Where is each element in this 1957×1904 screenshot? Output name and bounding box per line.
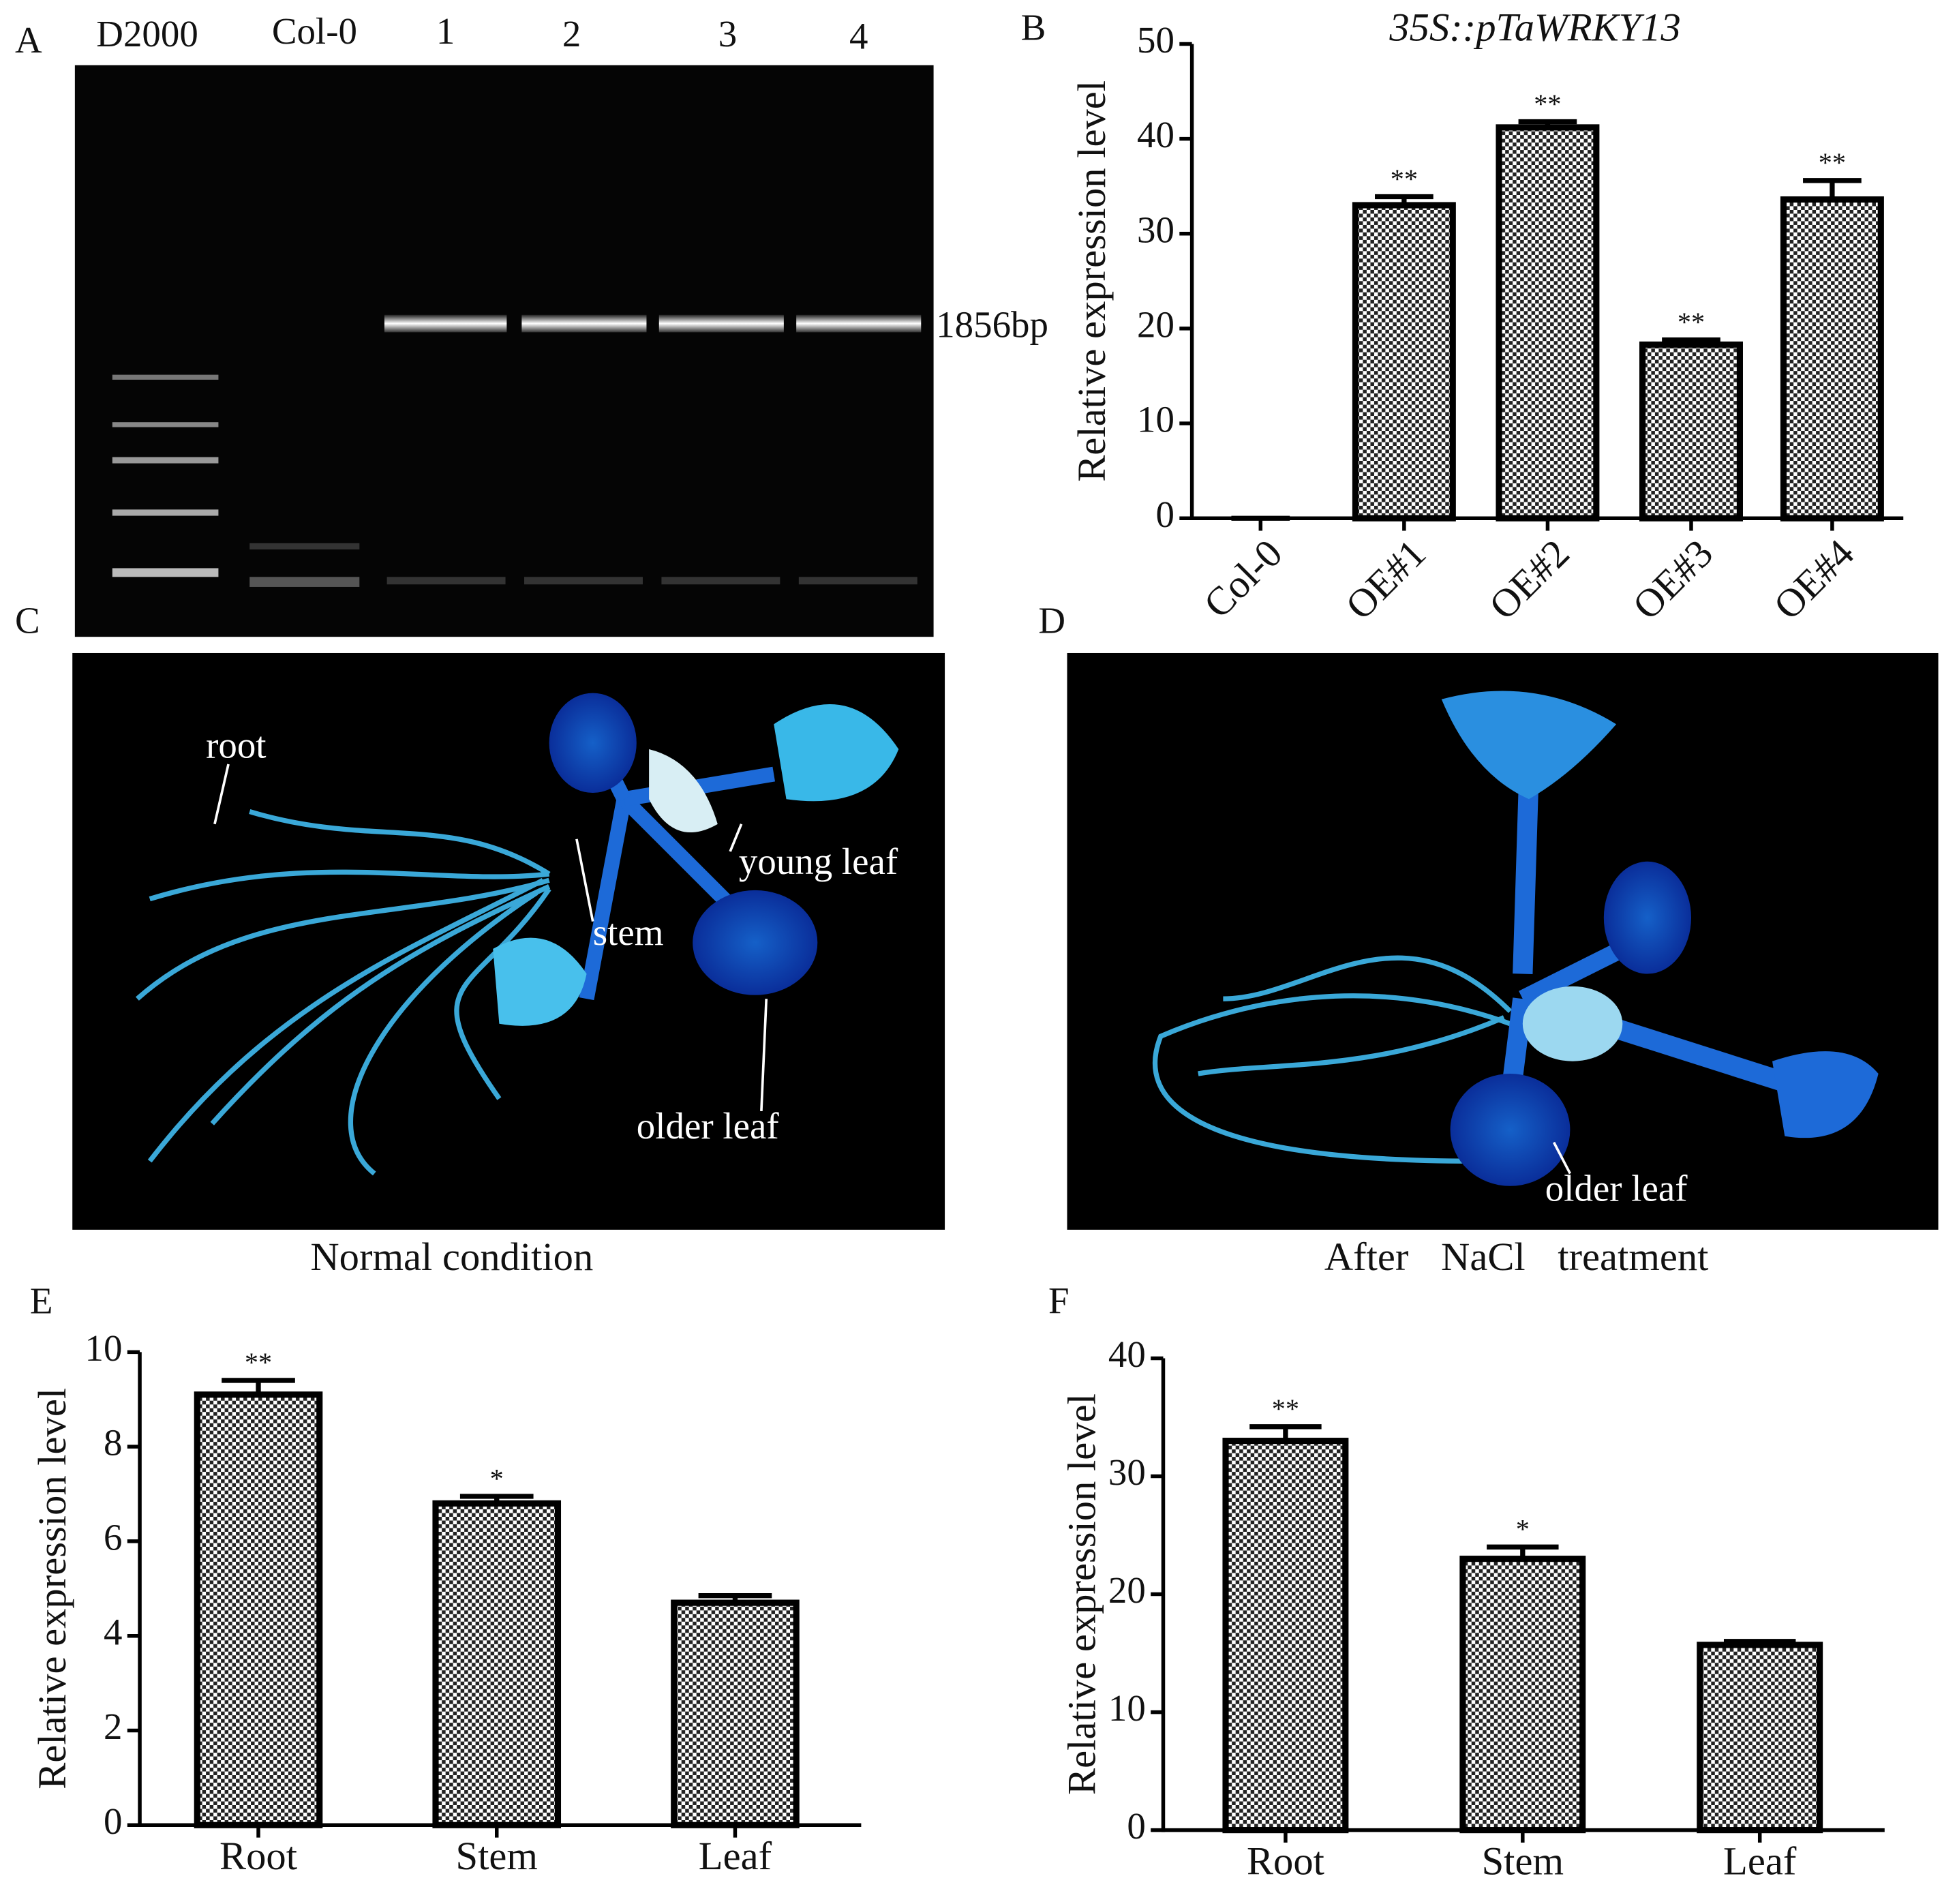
x-tick-label: Root: [219, 1834, 297, 1878]
significance: **: [1534, 89, 1561, 119]
pointer-line: [1552, 1141, 1572, 1175]
y-tick-label: 6: [104, 1517, 122, 1558]
significance: **: [1272, 1393, 1299, 1424]
error-bar: [1487, 1544, 1559, 1559]
error-bar: [459, 1494, 534, 1504]
band-label: 1856bp: [936, 304, 1048, 346]
y-tick-label: 0: [1127, 1805, 1145, 1847]
y-tick-label: 30: [1108, 1451, 1146, 1493]
error-bar: [1803, 178, 1862, 200]
photo-label: older leaf: [1545, 1168, 1688, 1209]
chart-title: 35S::pTaWRKY13: [1389, 5, 1680, 50]
x-tick-label: OE#3: [1624, 531, 1722, 629]
lane-label: Col-0: [272, 10, 357, 52]
photo-caption: Normal condition: [310, 1235, 593, 1279]
error-bar: [1375, 194, 1433, 206]
photo-label: stem: [593, 911, 664, 953]
bar: [671, 1599, 800, 1828]
significance: **: [1819, 147, 1846, 178]
significance: *: [1516, 1514, 1530, 1545]
bar: [1697, 1642, 1823, 1834]
bar: [1459, 1556, 1586, 1834]
photo-caption: After NaCl treatment: [1324, 1235, 1709, 1279]
pointer-lines: [213, 764, 768, 1112]
lane-label: 4: [849, 16, 868, 57]
panel-label: B: [1021, 7, 1046, 48]
panel-label: F: [1048, 1280, 1069, 1321]
y-tick-label: 10: [85, 1327, 123, 1369]
bar: [1222, 1438, 1349, 1834]
y-tick-label: 20: [1108, 1569, 1146, 1611]
leaves: [493, 693, 899, 1026]
y-tick-label: 4: [104, 1611, 122, 1652]
bar: [432, 1500, 562, 1828]
x-tick-label: Leaf: [699, 1834, 772, 1878]
y-tick-label: 50: [1137, 19, 1174, 61]
panel-label: D: [1038, 599, 1065, 641]
error-bar: [1249, 1424, 1322, 1441]
bar: [1496, 124, 1600, 522]
y-tick-label: 30: [1137, 209, 1174, 250]
photo-label: young leaf: [739, 841, 898, 882]
gel-bands: [112, 314, 922, 587]
y-tick-label: 20: [1137, 304, 1174, 346]
x-tick-label: OE#4: [1765, 531, 1863, 629]
error-bar: [1723, 1639, 1796, 1645]
bar: [1352, 202, 1456, 522]
significance: **: [1391, 164, 1418, 194]
y-tick-label: 40: [1137, 114, 1174, 155]
x-tick-label: Root: [1247, 1839, 1324, 1883]
significance: **: [245, 1347, 272, 1378]
y-tick-label: 2: [104, 1706, 122, 1747]
gel-image: [74, 65, 934, 637]
y-axis-label: Relative expression level: [30, 1388, 74, 1789]
x-tick-label: Leaf: [1723, 1839, 1797, 1883]
error-bar: [1518, 119, 1577, 127]
significance: *: [490, 1463, 504, 1494]
photo-label: older leaf: [637, 1105, 780, 1147]
error-bar: [1662, 337, 1720, 345]
y-tick-label: 40: [1108, 1333, 1146, 1375]
y-tick-label: 10: [1108, 1687, 1146, 1729]
x-tick-label: Col-0: [1195, 531, 1290, 626]
y-tick-label: 10: [1137, 399, 1174, 440]
x-tick-label: Stem: [456, 1834, 538, 1878]
y-tick-label: 8: [104, 1422, 122, 1464]
panel-label: E: [30, 1280, 53, 1321]
panel-label: C: [15, 599, 40, 641]
bar: [194, 1391, 323, 1828]
x-tick-label: Stem: [1482, 1839, 1564, 1883]
y-axis-label: Relative expression level: [1059, 1393, 1104, 1795]
x-tick-label: OE#1: [1337, 531, 1435, 629]
bar: [1780, 196, 1884, 522]
panel-label: A: [15, 19, 42, 61]
bar: [1639, 341, 1743, 522]
photo-label: root: [206, 725, 266, 766]
y-axis-label: Relative expression level: [1069, 80, 1114, 482]
lane-label: 1: [436, 10, 455, 52]
y-tick-label: 0: [1156, 494, 1174, 535]
lane-label: 3: [718, 13, 737, 55]
error-bar: [222, 1378, 295, 1395]
x-tick-label: OE#2: [1481, 531, 1578, 629]
error-bar: [698, 1593, 772, 1603]
y-tick-label: 0: [104, 1800, 122, 1842]
lane-label: D2000: [96, 13, 198, 55]
significance: **: [1678, 307, 1705, 337]
leaves: [1441, 691, 1879, 1186]
lane-label: 2: [562, 13, 581, 55]
